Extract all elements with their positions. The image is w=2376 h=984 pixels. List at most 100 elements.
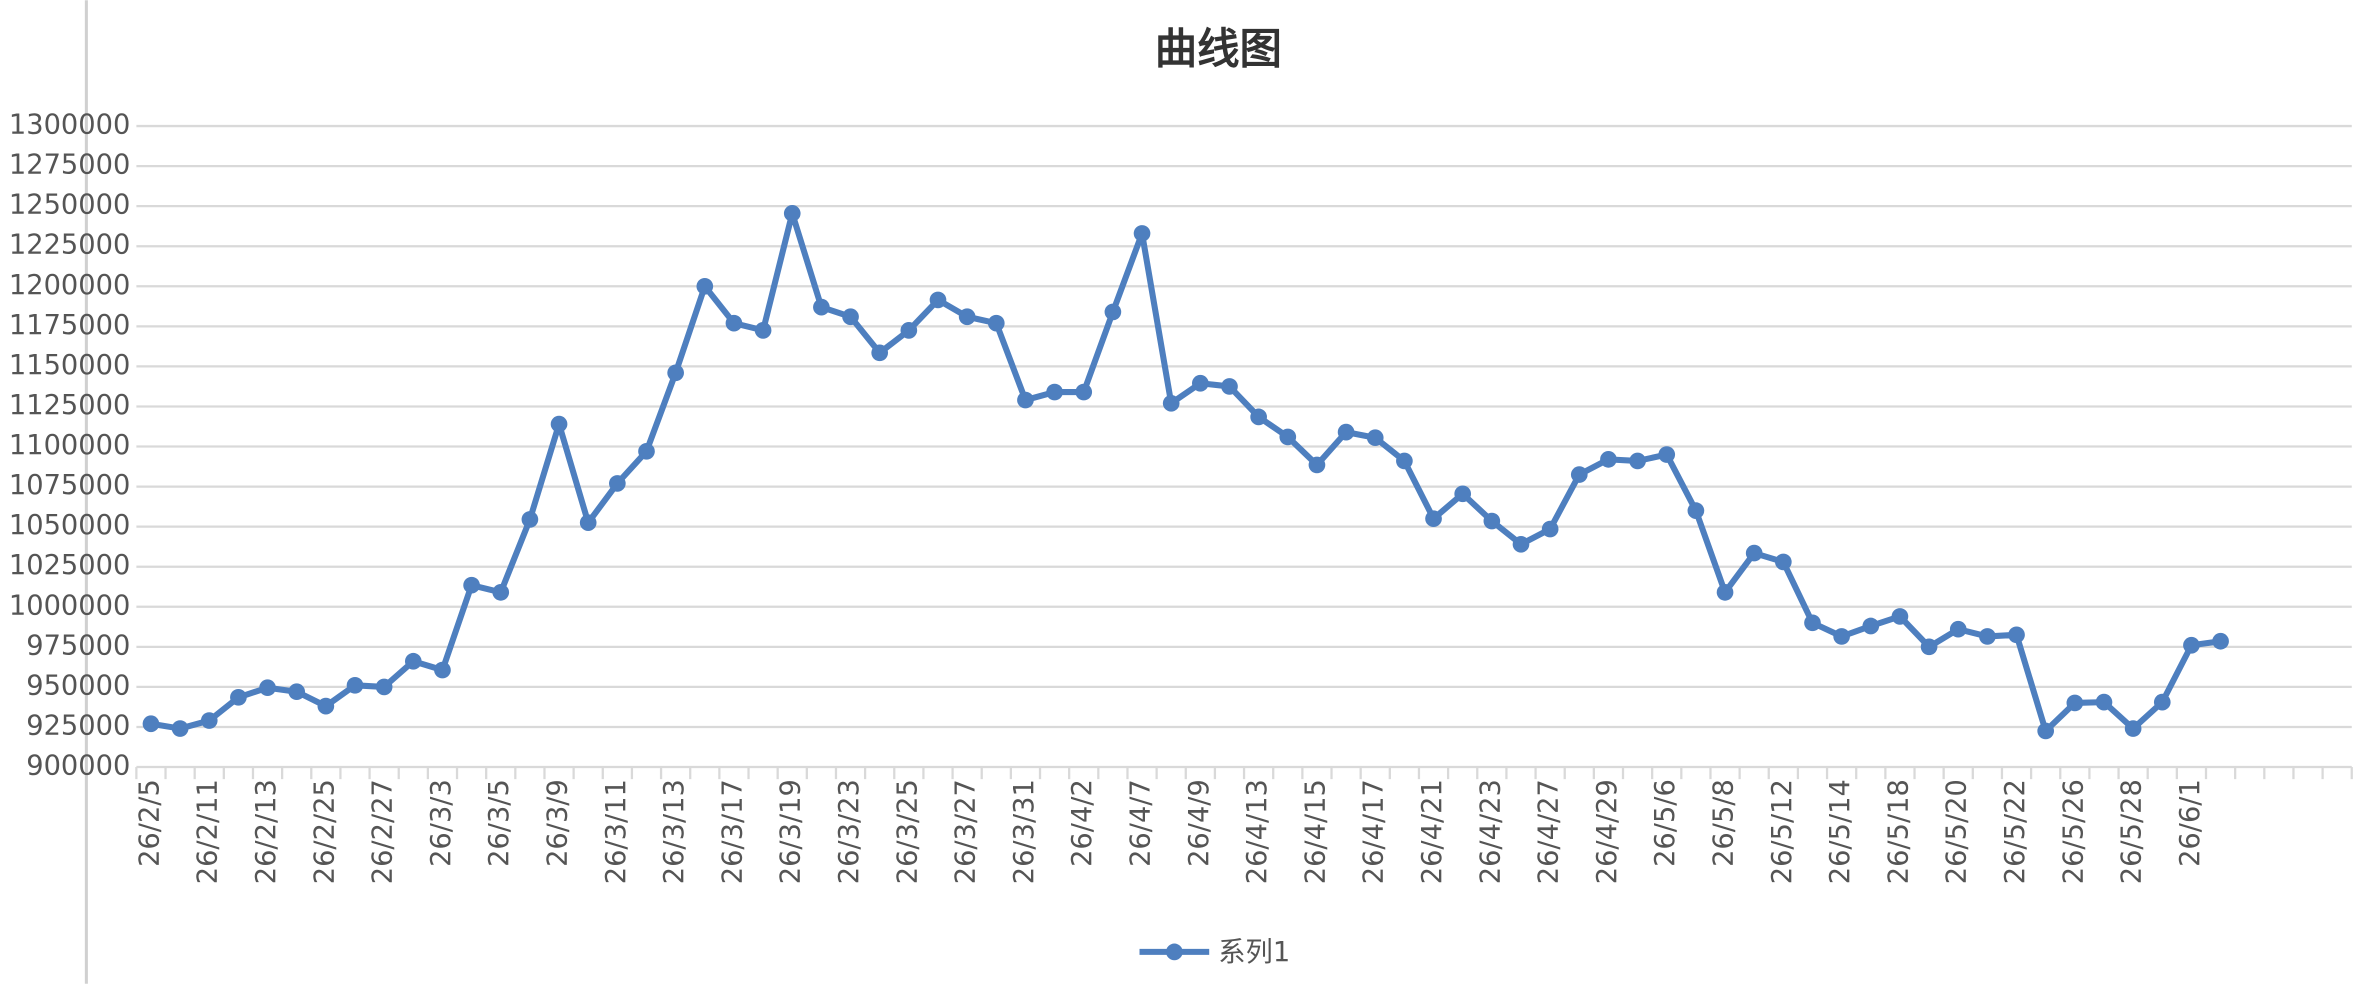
x-tick-label: 26/2/13: [251, 779, 282, 884]
data-point: [2095, 693, 2113, 711]
data-point: [958, 308, 976, 326]
data-point: [1250, 408, 1267, 426]
data-point: [550, 415, 568, 433]
data-point: [1192, 374, 1209, 392]
x-tick-label: 26/2/27: [368, 779, 399, 884]
y-tick-label: 1050000: [9, 510, 130, 541]
data-point: [1454, 485, 1472, 503]
x-tick-label: 26/2/25: [309, 779, 340, 884]
x-tick-label: 26/3/25: [892, 779, 923, 884]
data-point: [1629, 452, 1646, 470]
y-tick-label: 925000: [26, 710, 130, 741]
data-point: [2153, 693, 2171, 711]
data-point: [375, 678, 393, 696]
data-point: [171, 720, 189, 737]
x-tick-label: 26/3/27: [951, 779, 982, 884]
y-tick-label: 950000: [26, 670, 130, 701]
data-point: [1862, 617, 1880, 635]
x-tick-label: 26/4/27: [1534, 779, 1565, 884]
y-tick-label: 1150000: [9, 350, 130, 381]
data-point: [1979, 628, 1996, 645]
data-point: [1075, 383, 1093, 401]
data-point: [1775, 553, 1792, 571]
data-point: [783, 205, 801, 222]
data-point: [725, 314, 743, 332]
data-point: [987, 314, 1005, 332]
data-point: [696, 277, 714, 295]
data-point: [900, 322, 918, 339]
data-point: [1337, 423, 1355, 441]
data-point: [1162, 394, 1180, 412]
x-tick-label: 26/5/18: [1883, 779, 1914, 884]
data-point: [1017, 391, 1034, 409]
data-point: [200, 712, 218, 729]
data-point: [1046, 383, 1063, 401]
data-point: [1425, 510, 1442, 527]
data-point: [1512, 535, 1530, 553]
data-point: [1570, 466, 1588, 483]
data-point: [230, 688, 247, 706]
x-tick-label: 26/4/2: [1067, 779, 1098, 867]
y-tick-label: 1000000: [9, 590, 130, 621]
data-point: [1658, 446, 1676, 463]
data-point: [667, 364, 684, 382]
legend-label: 系列1: [1218, 937, 1290, 968]
data-point: [1133, 225, 1151, 242]
x-tick-label: 26/5/6: [1650, 779, 1681, 867]
data-point: [1221, 378, 1238, 395]
x-tick-label: 26/3/5: [484, 779, 515, 867]
data-point: [2124, 720, 2142, 737]
data-point: [1483, 512, 1501, 530]
data-point: [2066, 694, 2084, 712]
data-point: [1716, 584, 1734, 601]
data-point: [463, 576, 480, 594]
y-tick-label: 1300000: [9, 110, 130, 141]
data-point: [1687, 502, 1705, 519]
data-point: [1804, 614, 1821, 632]
data-point: [259, 679, 276, 697]
data-point: [579, 514, 597, 531]
y-tick-label: 900000: [26, 751, 130, 782]
data-point: [2183, 636, 2200, 654]
y-tick-label: 1250000: [9, 190, 130, 221]
x-tick-label: 26/5/12: [1767, 779, 1798, 884]
data-point: [1541, 520, 1559, 538]
x-tick-label: 26/3/19: [776, 779, 807, 884]
data-point: [404, 652, 422, 670]
data-point: [609, 475, 626, 492]
data-point: [638, 443, 655, 460]
data-point: [346, 676, 364, 694]
x-tick-label: 26/4/21: [1417, 779, 1448, 884]
x-tick-label: 26/3/11: [601, 779, 632, 884]
x-tick-label: 26/5/28: [2117, 779, 2148, 884]
data-point: [842, 308, 859, 326]
data-point: [142, 715, 160, 733]
data-point: [1308, 456, 1326, 474]
x-tick-label: 26/3/17: [717, 779, 748, 884]
data-point: [288, 683, 306, 701]
y-tick-label: 1100000: [9, 430, 130, 461]
x-tick-label: 26/4/13: [1242, 779, 1273, 884]
x-tick-label: 26/4/29: [1592, 779, 1623, 884]
y-tick-label: 1075000: [9, 470, 130, 501]
x-tick-label: 26/6/1: [2175, 779, 2206, 867]
data-point: [1745, 544, 1763, 562]
data-point: [929, 291, 947, 309]
y-tick-label: 1275000: [9, 150, 130, 181]
x-tick-label: 26/4/9: [1184, 779, 1215, 867]
x-tick-label: 26/3/23: [834, 779, 865, 884]
data-point: [1833, 628, 1850, 645]
data-point: [1396, 452, 1413, 470]
y-tick-label: 1200000: [9, 270, 130, 301]
data-point: [871, 344, 889, 362]
x-tick-label: 26/3/9: [543, 779, 574, 867]
data-point: [521, 511, 539, 528]
data-point: [1104, 303, 1122, 321]
x-tick-label: 26/4/23: [1475, 779, 1506, 884]
data-point: [2212, 632, 2229, 650]
y-tick-label: 975000: [26, 630, 130, 661]
x-tick-label: 26/5/20: [1942, 779, 1973, 884]
x-tick-label: 26/5/22: [2000, 779, 2031, 884]
